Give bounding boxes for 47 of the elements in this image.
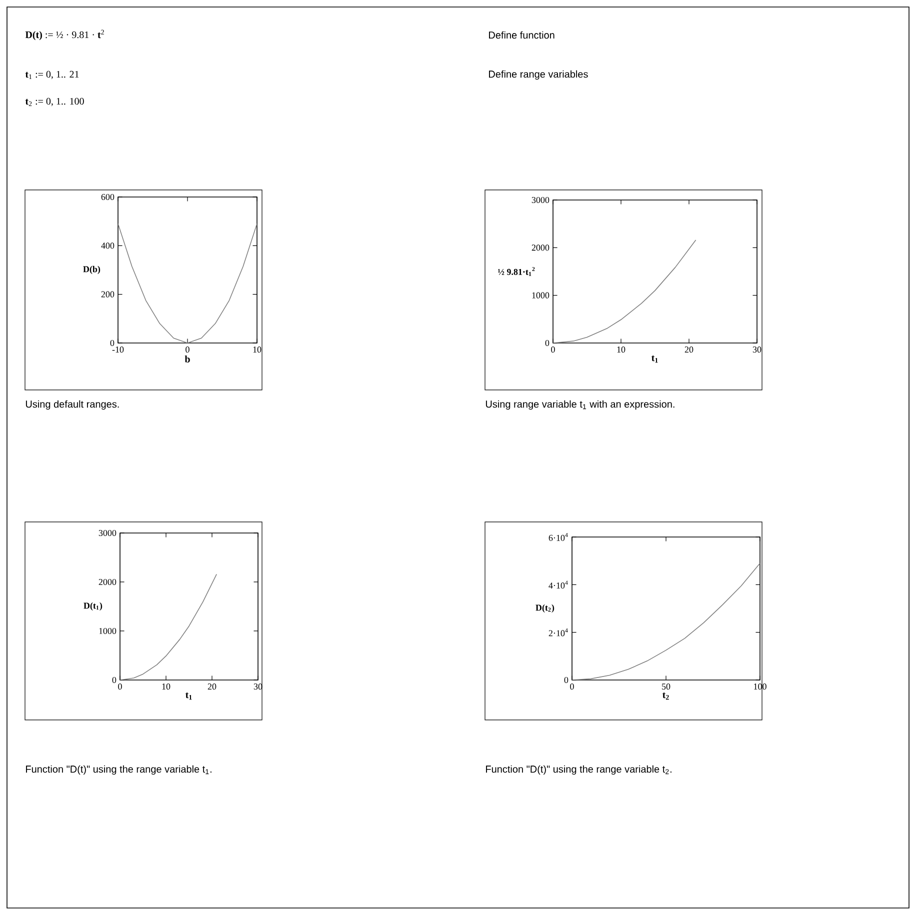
x-axis-title: b [184,355,190,362]
line-series [572,562,760,680]
y-tick-label: 2000 [532,244,550,251]
y-tick-label: 0 [110,340,114,346]
x-tick-label: 10 [617,346,626,353]
line-series [553,240,696,343]
line-series [118,223,258,343]
x-axis-title: t$_{2}$ [662,692,669,700]
x-tick-label: 0 [570,684,574,690]
text: Using range variable t$_{1}$ with an expression. [486,400,674,410]
x-tick-label: 10 [162,684,170,690]
y-tick-label: 0 [112,676,116,684]
text: Define function [489,31,554,39]
y-tick-label: 1000 [99,628,116,634]
text: Function "D(t)" using the range variable t$_{1}$. [26,765,212,775]
text: Function "D(t)" using the range variable t$_{2}$. [486,765,672,775]
x-tick-label: -10 [112,346,124,353]
x-tick-label: 50 [662,684,670,690]
x-tick-label: 20 [684,346,694,353]
text: D(t) := ½ · 9.81 · t$^{2}$ [25,30,104,40]
text: t$_{2}$ := 0, 1.. 100 [25,98,84,106]
y-tick-label: 2·10$^{4}$ [548,628,568,636]
y-tick-label: 2000 [98,578,116,586]
text: Using default ranges. [26,400,119,410]
y-axis-title: D(t$_{1}$) [84,602,102,611]
x-axis-title: t$_{1}$ [651,355,658,363]
y-tick-label: 3000 [532,196,550,204]
y-tick-label: 0 [545,340,550,346]
text: t$_{1}$ := 0, 1.. 21 [25,70,79,80]
y-axis-title: D(t$_{2}$) [536,604,554,613]
text: Define range variables [489,70,588,80]
line-series [120,574,218,680]
x-tick-label: 0 [118,684,122,690]
y-tick-label: 6·10$^{4}$ [548,533,568,541]
y-tick-label: 0 [564,676,568,684]
y-tick-label: 200 [101,291,114,298]
y-tick-label: 1000 [532,292,550,298]
x-tick-label: 20 [208,684,216,690]
x-axis-title: t$_{1}$ [185,692,192,700]
y-tick-label: 3000 [98,530,116,536]
y-axis-title: D(b) [83,266,100,274]
x-tick-label: 10 [253,346,262,353]
y-tick-label: 400 [101,242,114,249]
y-tick-label: 4·10$^{4}$ [548,580,568,589]
y-tick-label: 600 [101,194,114,200]
x-tick-label: 0 [186,346,190,353]
x-tick-label: 30 [752,346,762,353]
